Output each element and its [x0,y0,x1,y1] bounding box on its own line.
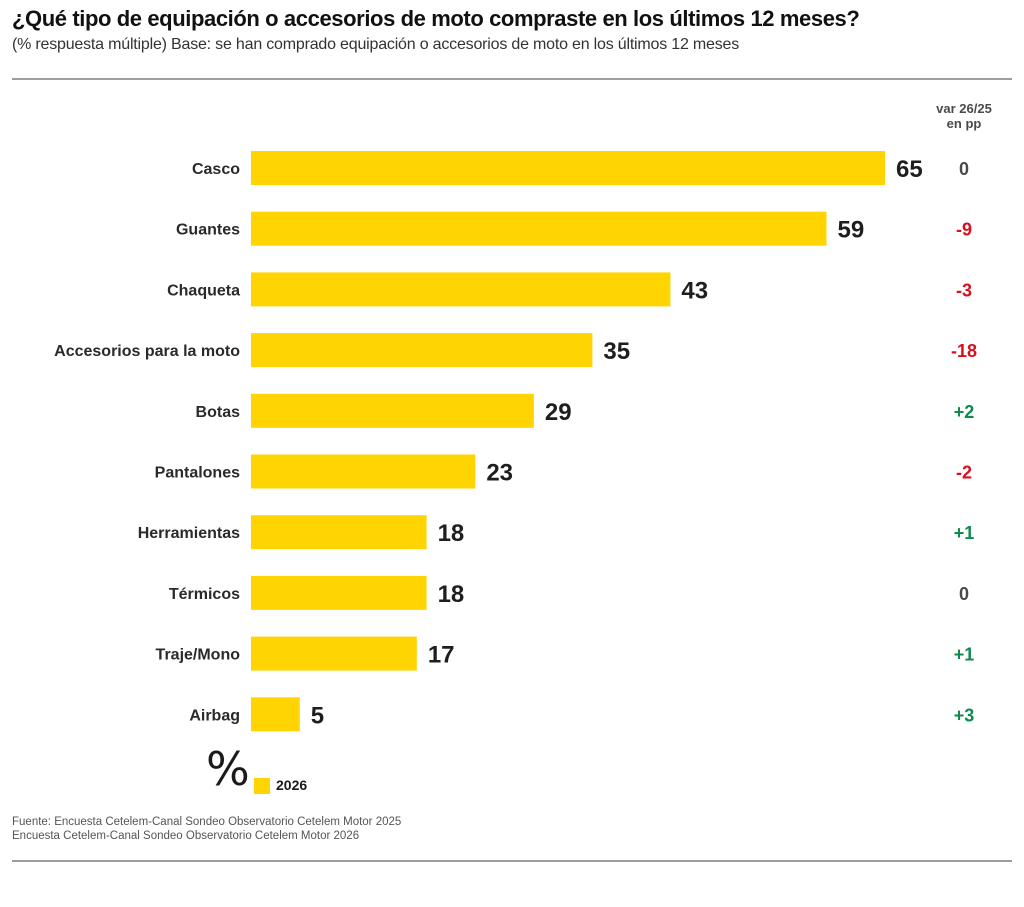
variation-label-pantalones: -2 [956,463,972,483]
category-label-chaqueta: Chaqueta [167,282,240,299]
bar-termicos [251,575,427,610]
variation-label-botas: +2 [954,402,975,422]
variation-header-line2: en pp [946,116,982,131]
bar-row-botas: Botas 29 +2 [196,393,975,428]
category-label-traje-mono: Traje/Mono [156,647,241,664]
variation-label-termicos: 0 [959,584,969,604]
percent-unit-symbol: % [206,742,250,796]
top-divider [12,78,1012,80]
source-line-2: Encuesta Cetelem-Canal Sondeo Observator… [12,830,360,842]
bar-herramientas [251,515,427,550]
chart-subtitle: (% respuesta múltiple) Base: se han comp… [12,36,740,53]
bar-row-herramientas: Herramientas 18 +1 [138,515,975,550]
bar-row-traje-mono: Traje/Mono 17 +1 [156,636,975,671]
bar-row-termicos: Térmicos 18 0 [169,575,969,610]
bottom-divider [12,860,1012,862]
legend-swatch-2026 [254,778,270,794]
category-label-herramientas: Herramientas [138,525,240,542]
variation-column-header: var 26/25 en pp [920,101,1008,131]
variation-label-traje-mono: +1 [954,645,975,665]
value-label-chaqueta: 43 [681,277,708,304]
category-label-casco: Casco [192,161,240,178]
bar-pantalones [251,454,476,489]
bar-row-guantes: Guantes 59 -9 [176,211,972,246]
value-label-casco: 65 [896,156,923,183]
bar-row-casco: Casco 65 0 [192,151,969,185]
bar-casco [251,151,885,185]
value-label-guantes: 59 [837,217,864,244]
category-label-guantes: Guantes [176,222,240,239]
category-label-termicos: Térmicos [169,586,240,603]
bar-traje-mono [251,636,417,671]
legend-label-2026: 2026 [276,777,308,793]
bar-chart: Casco 65 0 Guantes 59 -9 Chaqueta 43 -3 Accesorio… [54,151,977,732]
category-label-airbag: Airbag [189,707,240,724]
bar-accesorios-para-la-moto [251,333,593,368]
variation-label-accesorios-para-la-moto: -18 [951,341,977,361]
variation-label-airbag: +3 [954,705,975,725]
value-label-herramientas: 18 [438,520,465,547]
bar-guantes [251,211,827,246]
variation-label-casco: 0 [959,159,969,179]
variation-label-herramientas: +1 [954,523,975,543]
value-label-pantalones: 23 [486,460,513,487]
value-label-termicos: 18 [438,581,465,608]
bar-row-accesorios-para-la-moto: Accesorios para la moto 35 -18 [54,333,977,368]
category-label-pantalones: Pantalones [155,465,240,482]
bar-airbag [251,697,300,732]
chart-title: ¿Qué tipo de equipación o accesorios de … [12,6,860,31]
value-label-traje-mono: 17 [428,642,455,669]
bar-row-airbag: Airbag 5 +3 [189,697,975,732]
bar-row-chaqueta: Chaqueta 43 -3 [167,272,972,307]
value-label-accesorios-para-la-moto: 35 [603,338,630,365]
category-label-botas: Botas [196,404,241,421]
bar-row-pantalones: Pantalones 23 -2 [155,454,972,489]
bar-botas [251,393,534,428]
source-note: Fuente: Encuesta Cetelem-Canal Sondeo Ob… [12,815,401,843]
value-label-airbag: 5 [311,702,324,729]
category-label-accesorios-para-la-moto: Accesorios para la moto [54,343,240,360]
variation-header-line1: var 26/25 [936,101,992,116]
source-line-1: Fuente: Encuesta Cetelem-Canal Sondeo Ob… [12,816,402,828]
bar-chaqueta [251,272,671,307]
variation-label-guantes: -9 [956,220,972,240]
variation-label-chaqueta: -3 [956,280,972,300]
value-label-botas: 29 [545,399,572,426]
